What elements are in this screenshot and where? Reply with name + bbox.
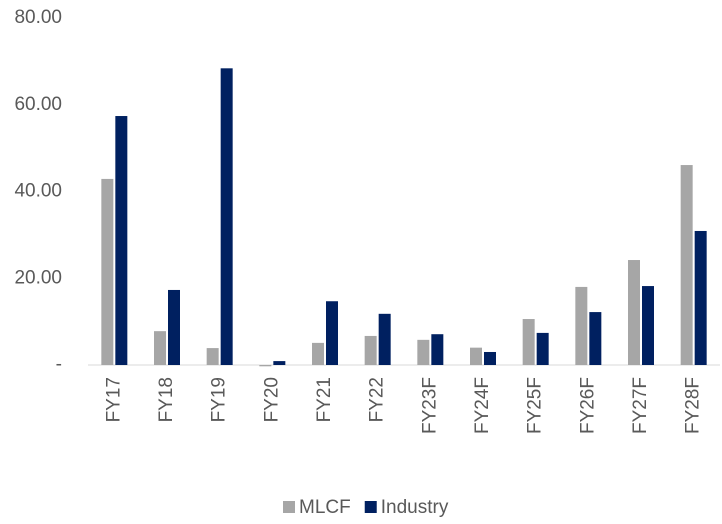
bar xyxy=(168,289,180,365)
x-tick-label: FY19 xyxy=(209,377,230,422)
x-tick-label: FY22 xyxy=(367,377,388,422)
legend-label: Industry xyxy=(381,497,449,518)
bar xyxy=(642,286,654,365)
bar xyxy=(312,342,324,365)
bar xyxy=(522,319,535,365)
bar xyxy=(206,348,219,365)
bar xyxy=(220,68,233,365)
x-tick-label: FY24F xyxy=(472,377,493,434)
x-tick-label: FY27F xyxy=(630,377,651,434)
bar xyxy=(589,312,602,365)
bar xyxy=(484,351,496,365)
bar xyxy=(575,286,588,365)
bar xyxy=(694,230,707,365)
bar xyxy=(101,178,114,365)
bar xyxy=(470,347,482,365)
x-tick-label: FY21 xyxy=(314,377,335,422)
bar xyxy=(536,332,549,365)
y-tick-label: 20.00 xyxy=(14,267,62,288)
x-tick-label: FY28F xyxy=(683,377,704,434)
x-tick-label: FY18 xyxy=(156,377,177,422)
legend-swatch xyxy=(283,501,295,513)
bar xyxy=(154,331,166,365)
x-tick-label: FY25F xyxy=(525,377,546,434)
x-tick-label: FY26F xyxy=(577,377,598,434)
bar xyxy=(115,116,128,365)
bar xyxy=(417,339,430,365)
bar xyxy=(628,260,640,365)
bar xyxy=(431,334,444,365)
x-tick-label: FY23F xyxy=(419,377,440,434)
bar xyxy=(326,301,338,365)
y-tick-label: 60.00 xyxy=(14,94,62,115)
bar xyxy=(378,313,391,365)
bar xyxy=(364,335,377,365)
bar xyxy=(273,361,286,365)
bar xyxy=(259,365,272,367)
legend-label: MLCF xyxy=(299,497,351,518)
y-tick-label: 40.00 xyxy=(14,181,62,202)
legend-swatch xyxy=(364,501,377,513)
x-tick-label: FY20 xyxy=(261,377,282,422)
x-tick-label: FY17 xyxy=(103,377,124,422)
y-tick-label: - xyxy=(56,354,62,375)
y-tick-label: 80.00 xyxy=(14,7,62,28)
bar xyxy=(680,165,693,365)
